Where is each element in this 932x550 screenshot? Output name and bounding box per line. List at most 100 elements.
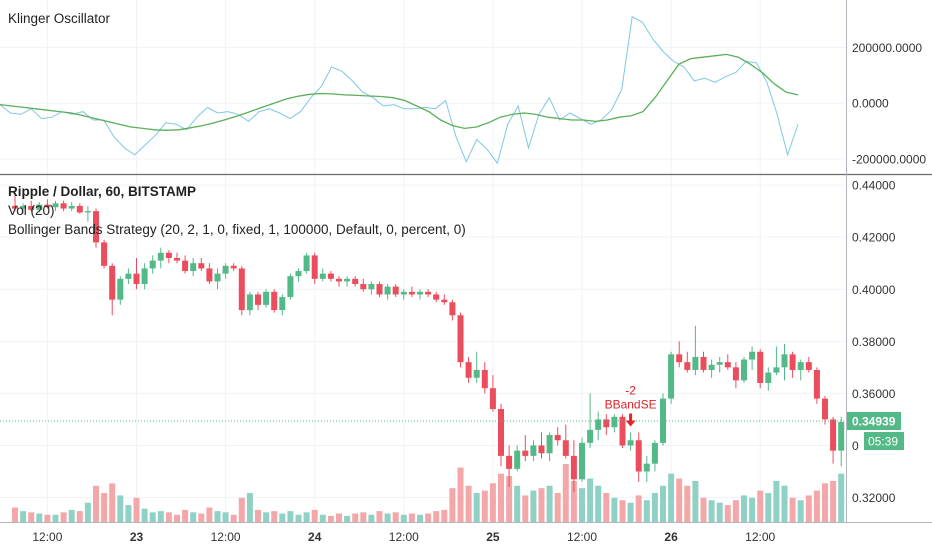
candle-body[interactable] — [408, 291, 415, 295]
candle-body[interactable] — [271, 291, 278, 311]
candle-body[interactable] — [214, 273, 221, 282]
candle-body[interactable] — [117, 278, 124, 300]
candle[interactable] — [498, 403, 504, 467]
candle[interactable] — [579, 437, 585, 482]
candle[interactable] — [668, 351, 675, 404]
candle[interactable] — [174, 252, 180, 264]
candle-body[interactable] — [101, 242, 108, 266]
candle[interactable] — [587, 393, 594, 449]
candle-body[interactable] — [230, 265, 237, 269]
candle[interactable] — [805, 356, 812, 373]
candle[interactable] — [684, 351, 691, 373]
candle-body[interactable] — [149, 260, 156, 269]
price-axis[interactable]: 0.44000 0.42000 0.40000 0.38000 0.36000 0 0.32… — [0, 0, 932, 523]
candle[interactable] — [757, 349, 764, 389]
candle-body[interactable] — [109, 265, 116, 300]
candle[interactable] — [287, 273, 294, 300]
candle[interactable] — [813, 367, 820, 404]
candle-body[interactable] — [465, 362, 472, 378]
candle-body[interactable] — [603, 419, 610, 428]
candle-body[interactable] — [789, 354, 796, 370]
candle-body[interactable] — [206, 268, 213, 282]
candle[interactable] — [465, 356, 472, 383]
candle-body[interactable] — [757, 351, 764, 383]
candle-body[interactable] — [433, 294, 440, 300]
candle[interactable] — [327, 271, 334, 282]
candle-body[interactable] — [708, 364, 715, 370]
candle[interactable] — [36, 202, 43, 213]
candle[interactable] — [619, 414, 626, 449]
candle[interactable] — [336, 276, 342, 287]
candle-body[interactable] — [28, 205, 35, 210]
candle[interactable] — [84, 205, 91, 222]
candle-body[interactable] — [344, 278, 351, 282]
candle[interactable] — [263, 289, 270, 308]
candle[interactable] — [425, 289, 432, 298]
candle-body[interactable] — [473, 369, 480, 378]
candle-body[interactable] — [522, 450, 529, 456]
candle-body[interactable] — [724, 362, 731, 368]
candle-body[interactable] — [165, 252, 172, 259]
candle-body[interactable] — [295, 271, 302, 277]
candle-body[interactable] — [133, 273, 140, 285]
candle-body[interactable] — [425, 291, 432, 295]
candle[interactable] — [376, 281, 383, 298]
candle-body[interactable] — [76, 205, 83, 213]
candle-body[interactable] — [336, 278, 342, 282]
candle-body[interactable] — [68, 205, 75, 209]
candle-body[interactable] — [44, 204, 51, 208]
candle-body[interactable] — [287, 276, 294, 298]
candle[interactable] — [538, 432, 545, 459]
candle[interactable] — [595, 411, 602, 441]
candle-body[interactable] — [52, 203, 59, 208]
candles[interactable] — [12, 195, 845, 493]
candle[interactable] — [400, 289, 407, 300]
candle[interactable] — [109, 263, 116, 316]
candle-body[interactable] — [797, 362, 804, 370]
candle[interactable] — [724, 354, 731, 370]
candle[interactable] — [44, 199, 51, 209]
candle-body[interactable] — [352, 278, 359, 285]
candle[interactable] — [481, 362, 488, 394]
candle-body[interactable] — [182, 260, 189, 272]
candle-body[interactable] — [327, 273, 334, 279]
candle[interactable] — [797, 359, 804, 381]
candle-body[interactable] — [822, 398, 828, 420]
candle-body[interactable] — [368, 284, 375, 290]
candle-body[interactable] — [830, 419, 837, 451]
candle[interactable] — [741, 356, 747, 383]
candle-body[interactable] — [562, 440, 569, 456]
candle[interactable] — [392, 284, 399, 298]
klinger-signal-line[interactable] — [0, 53, 799, 131]
candle-body[interactable] — [765, 372, 772, 383]
candle[interactable] — [319, 268, 326, 282]
candle[interactable] — [514, 445, 521, 472]
candle[interactable] — [133, 258, 140, 290]
candle-body[interactable] — [684, 362, 691, 370]
candle-body[interactable] — [619, 416, 626, 446]
candle-body[interactable] — [392, 286, 399, 295]
candle[interactable] — [546, 432, 553, 462]
candle[interactable] — [692, 325, 699, 376]
candle[interactable] — [295, 268, 302, 282]
candle-body[interactable] — [190, 263, 197, 272]
candle-body[interactable] — [554, 435, 561, 441]
candle-body[interactable] — [741, 359, 747, 381]
candle[interactable] — [473, 351, 480, 383]
candle-body[interactable] — [360, 284, 367, 290]
candle-body[interactable] — [449, 302, 456, 316]
candle-body[interactable] — [838, 422, 845, 451]
candle[interactable] — [384, 284, 391, 300]
candle-body[interactable] — [732, 367, 739, 381]
candle[interactable] — [708, 359, 715, 378]
candle[interactable] — [141, 263, 148, 290]
candle-body[interactable] — [246, 294, 253, 311]
candle-body[interactable] — [587, 429, 594, 443]
candle[interactable] — [125, 268, 132, 285]
candle-body[interactable] — [441, 299, 448, 303]
candle[interactable] — [101, 239, 108, 269]
candle[interactable] — [660, 393, 666, 446]
candle[interactable] — [635, 432, 642, 482]
candle[interactable] — [676, 341, 683, 368]
candle-body[interactable] — [627, 440, 634, 446]
